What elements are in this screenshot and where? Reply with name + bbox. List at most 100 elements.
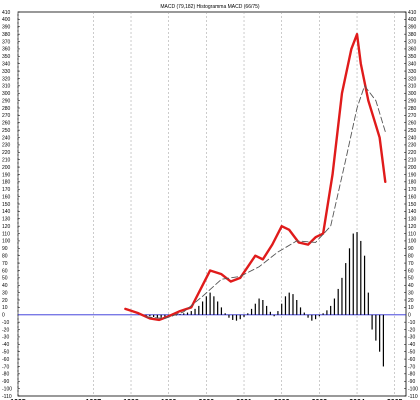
signal-line [145, 85, 386, 319]
y-tick-label-left: 230 [2, 143, 11, 149]
histogram-bar [292, 294, 294, 315]
y-tick-label-left: 290 [2, 98, 11, 104]
y-tick-label-right: 300 [408, 91, 417, 97]
y-tick-label-left: 160 [2, 194, 11, 200]
y-tick-label-right: 290 [408, 98, 417, 104]
y-tick-label-right: 80 [408, 253, 414, 259]
y-tick-label-right: 280 [408, 106, 417, 112]
y-tick-label-left: 220 [2, 150, 11, 156]
y-tick-label-left: 0 [2, 313, 5, 319]
y-tick-label-right: -80 [408, 372, 415, 378]
y-tick-label-right: 350 [408, 54, 417, 60]
histogram-bar [175, 314, 177, 316]
y-tick-label-right: 200 [408, 165, 417, 171]
histogram-bar [367, 292, 369, 315]
y-tick-label-left: 380 [2, 32, 11, 38]
y-tick-label-left: 50 [2, 276, 8, 282]
y-tick-label-right: 380 [408, 32, 417, 38]
y-tick-label-right: 320 [408, 76, 417, 82]
y-tick-label-left: 150 [2, 202, 11, 208]
histogram-bar [375, 314, 377, 341]
y-tick-label-left: 180 [2, 180, 11, 186]
y-tick-label-right: 30 [408, 290, 414, 296]
y-tick-label-right: -110 [408, 394, 418, 400]
histogram-bar [379, 314, 381, 352]
y-tick-label-right: -70 [408, 364, 415, 370]
histogram-bar [156, 314, 158, 318]
y-tick-label-right: -100 [408, 386, 418, 392]
y-tick-label-right: 170 [408, 187, 417, 193]
histogram-bar [213, 296, 215, 315]
y-tick-label-left: 410 [2, 10, 11, 16]
histogram-bar [179, 314, 181, 315]
y-tick-label-left: 30 [2, 290, 8, 296]
y-tick-label-left: 20 [2, 298, 8, 304]
y-tick-label-left: 110 [2, 231, 10, 237]
histogram-bar [288, 292, 290, 315]
y-tick-label-left: -50 [2, 349, 9, 355]
histogram-bar [239, 314, 241, 320]
y-tick-label-right: -50 [408, 349, 415, 355]
y-tick-label-right: 270 [408, 113, 417, 119]
y-tick-label-left: -60 [2, 357, 9, 363]
y-tick-label-left: -30 [2, 335, 9, 341]
y-tick-label-right: 50 [408, 276, 414, 282]
histogram-bar [303, 312, 305, 315]
y-tick-label-left: 310 [2, 84, 11, 90]
y-tick-label-left: 140 [2, 209, 11, 215]
y-tick-label-left: 100 [2, 239, 11, 245]
histogram-bar [247, 313, 249, 315]
y-tick-label-left: 320 [2, 76, 11, 82]
y-tick-label-right: 250 [408, 128, 417, 134]
histogram-bar [149, 314, 151, 317]
histogram-bar [194, 308, 196, 315]
macd-line [124, 32, 387, 322]
histogram-bar [273, 314, 275, 317]
y-tick-label-right: 130 [408, 217, 417, 223]
y-tick-label-left: 330 [2, 69, 11, 75]
y-tick-label-right: -60 [408, 357, 415, 363]
histogram-bar [235, 314, 238, 321]
y-tick-label-left: 240 [2, 135, 11, 141]
y-tick-label-left: -80 [2, 372, 9, 378]
histogram-bar [363, 255, 366, 315]
y-tick-label-right: -10 [408, 320, 415, 326]
y-tick-label-right: 160 [408, 194, 417, 200]
histogram-bar [160, 314, 162, 318]
histogram-bar [269, 311, 271, 315]
histogram-bar [345, 263, 347, 315]
y-tick-label-left: 370 [2, 39, 11, 45]
histogram-bar [311, 314, 313, 321]
y-tick-label-right: 100 [408, 239, 417, 245]
y-tick-label-left: 350 [2, 54, 11, 60]
y-tick-label-left: 90 [2, 246, 8, 252]
y-tick-label-right: -90 [408, 379, 415, 385]
histogram-bar [262, 300, 264, 315]
y-tick-label-right: 180 [408, 180, 417, 186]
histogram-bar [266, 305, 268, 315]
histogram-bar [220, 307, 223, 315]
y-tick-label-right: 120 [408, 224, 417, 230]
y-tick-label-left: 260 [2, 121, 11, 127]
y-tick-label-left: 270 [2, 113, 11, 119]
histogram-bar [352, 233, 354, 315]
y-tick-label-left: 130 [2, 217, 11, 223]
y-tick-label-right: 140 [408, 209, 417, 215]
histogram-bar [337, 288, 339, 315]
y-tick-label-right: 90 [408, 246, 414, 252]
y-tick-label-right: 150 [408, 202, 417, 208]
y-tick-label-right: 220 [408, 150, 417, 156]
y-tick-label-left: 190 [2, 172, 11, 178]
y-tick-label-left: 390 [2, 25, 11, 31]
histogram-bar [348, 248, 351, 315]
y-tick-label-right: 60 [408, 268, 414, 274]
histogram-bar [382, 314, 384, 367]
histogram-bar [243, 314, 245, 317]
histogram-bar [183, 313, 185, 315]
histogram-bar [224, 313, 226, 315]
y-tick-label-left: 400 [2, 17, 11, 23]
histogram-bar [360, 240, 362, 315]
y-tick-label-left: 340 [2, 61, 11, 67]
histogram-bar [322, 313, 324, 315]
